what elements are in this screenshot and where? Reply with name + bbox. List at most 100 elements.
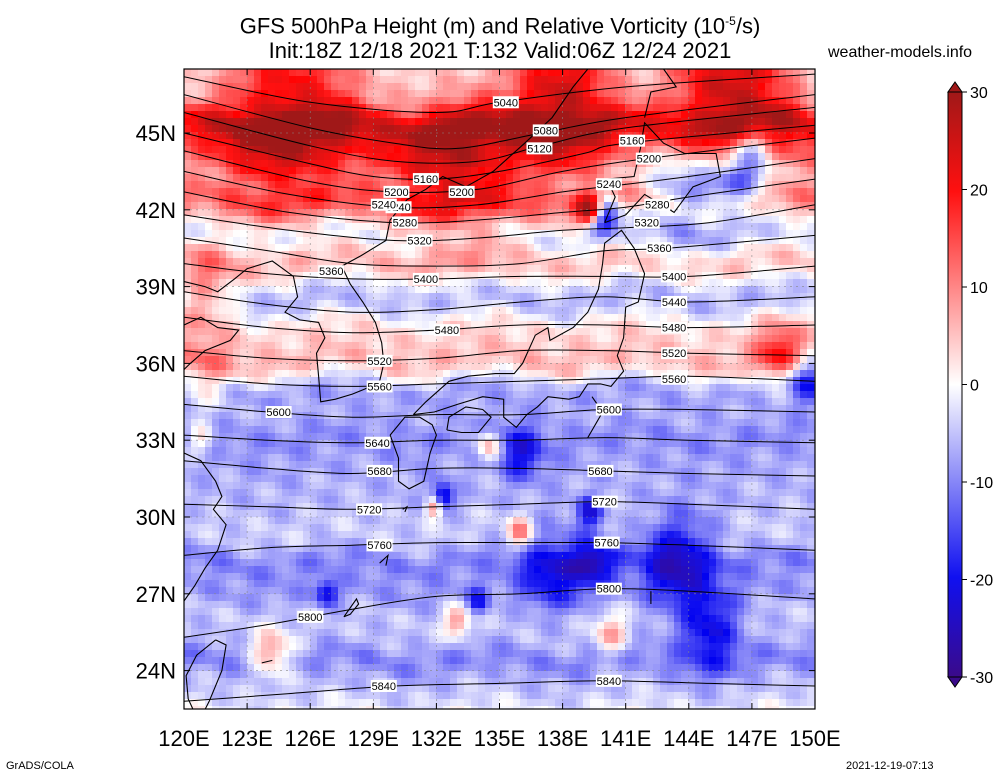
vorticity-cell	[408, 517, 416, 525]
vorticity-cell	[317, 76, 325, 84]
vorticity-cell	[359, 90, 367, 98]
vorticity-cell	[247, 664, 255, 672]
vorticity-cell	[548, 685, 556, 693]
vorticity-cell	[240, 517, 248, 525]
vorticity-cell	[478, 475, 486, 483]
vorticity-cell	[506, 391, 514, 399]
vorticity-cell	[506, 363, 514, 371]
vorticity-cell	[436, 146, 444, 154]
vorticity-cell	[352, 531, 360, 539]
vorticity-cell	[282, 328, 290, 336]
vorticity-cell	[457, 671, 465, 679]
vorticity-cell	[506, 482, 514, 490]
vorticity-cell	[401, 671, 409, 679]
vorticity-cell	[233, 391, 241, 399]
vorticity-cell	[205, 685, 213, 693]
vorticity-cell	[219, 524, 227, 532]
vorticity-cell	[478, 328, 486, 336]
vorticity-cell	[478, 440, 486, 448]
vorticity-cell	[541, 475, 549, 483]
vorticity-cell	[457, 279, 465, 287]
vorticity-cell	[275, 377, 283, 385]
vorticity-cell	[310, 517, 318, 525]
vorticity-cell	[464, 139, 472, 147]
vorticity-cell	[303, 699, 311, 707]
vorticity-cell	[401, 230, 409, 238]
vorticity-cell	[548, 587, 556, 595]
vorticity-cell	[352, 433, 360, 441]
vorticity-cell	[429, 524, 437, 532]
vorticity-cell	[380, 664, 388, 672]
vorticity-cell	[338, 531, 346, 539]
vorticity-cell	[247, 552, 255, 560]
vorticity-cell	[485, 279, 493, 287]
vorticity-cell	[352, 475, 360, 483]
vorticity-cell	[219, 398, 227, 406]
vorticity-cell	[380, 230, 388, 238]
vorticity-cell	[527, 587, 535, 595]
vorticity-cell	[359, 657, 367, 665]
vorticity-cell	[471, 202, 479, 210]
vorticity-cell	[331, 307, 339, 315]
vorticity-cell	[226, 629, 234, 637]
vorticity-cell	[254, 258, 262, 266]
vorticity-cell	[436, 181, 444, 189]
vorticity-cell	[520, 286, 528, 294]
vorticity-cell	[394, 678, 402, 686]
vorticity-cell	[247, 580, 255, 588]
vorticity-cell	[212, 258, 220, 266]
vorticity-cell	[541, 580, 549, 588]
vorticity-cell	[219, 566, 227, 574]
vorticity-cell	[541, 314, 549, 322]
vorticity-cell	[534, 699, 542, 707]
vorticity-cell	[422, 391, 430, 399]
vorticity-cell	[555, 216, 563, 224]
vorticity-cell	[548, 650, 556, 658]
vorticity-cell	[387, 349, 395, 357]
vorticity-cell	[338, 573, 346, 581]
vorticity-cell	[541, 622, 549, 630]
vorticity-cell	[359, 580, 367, 588]
vorticity-cell	[331, 356, 339, 364]
vorticity-cell	[401, 629, 409, 637]
vorticity-cell	[464, 377, 472, 385]
vorticity-cell	[457, 153, 465, 161]
vorticity-cell	[401, 440, 409, 448]
vorticity-cell	[296, 510, 304, 518]
vorticity-cell	[527, 692, 535, 700]
vorticity-cell	[555, 188, 563, 196]
vorticity-cell	[359, 419, 367, 427]
vorticity-cell	[492, 90, 500, 98]
vorticity-cell	[352, 573, 360, 581]
vorticity-cell	[317, 706, 325, 709]
vorticity-cell	[387, 454, 395, 462]
vorticity-cell	[429, 286, 437, 294]
vorticity-cell	[436, 174, 444, 182]
vorticity-cell	[205, 335, 213, 343]
vorticity-cell	[415, 426, 423, 434]
vorticity-cell	[359, 685, 367, 693]
vorticity-cell	[387, 391, 395, 399]
vorticity-cell	[205, 692, 213, 700]
vorticity-cell	[555, 657, 563, 665]
vorticity-cell	[366, 132, 374, 140]
vorticity-cell	[247, 209, 255, 217]
vorticity-cell	[296, 300, 304, 308]
vorticity-cell	[394, 307, 402, 315]
vorticity-cell	[506, 139, 514, 147]
vorticity-cell	[331, 489, 339, 497]
vorticity-cell	[457, 657, 465, 665]
vorticity-cell	[429, 139, 437, 147]
vorticity-cell	[366, 265, 374, 273]
vorticity-cell	[296, 524, 304, 532]
vorticity-cell	[359, 356, 367, 364]
vorticity-cell	[394, 573, 402, 581]
vorticity-cell	[310, 146, 318, 154]
vorticity-cell	[303, 454, 311, 462]
vorticity-cell	[240, 538, 248, 546]
vorticity-cell	[408, 566, 416, 574]
vorticity-cell	[408, 125, 416, 133]
vorticity-cell	[422, 559, 430, 567]
vorticity-cell	[429, 132, 437, 140]
vorticity-cell	[457, 307, 465, 315]
